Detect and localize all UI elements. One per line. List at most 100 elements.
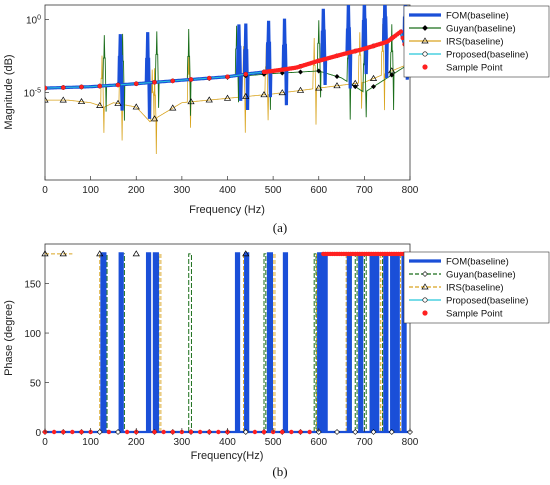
irs-marker bbox=[369, 74, 378, 81]
phase-jump-fom-baseline- bbox=[145, 252, 152, 432]
x-tick-label-a: 200 bbox=[128, 185, 145, 196]
y-axis-label-b: Phase (degree) bbox=[3, 300, 15, 376]
x-tick-label-b: 700 bbox=[356, 437, 373, 448]
guyan-marker-b bbox=[370, 429, 377, 435]
guyan-marker-b bbox=[334, 429, 340, 435]
legend-label: Proposed(baseline) bbox=[446, 296, 528, 307]
legend-label: FOM(baseline) bbox=[446, 257, 509, 268]
sample-point bbox=[61, 85, 66, 90]
irs-marker bbox=[169, 104, 177, 111]
sample-point-b bbox=[207, 429, 212, 435]
phase-jump-fom-baseline- bbox=[152, 252, 159, 432]
guyan-marker-b bbox=[115, 429, 121, 435]
x-tick-label-a: 100 bbox=[82, 185, 99, 196]
irs-marker-b bbox=[41, 250, 49, 257]
guyan-marker-b bbox=[242, 429, 249, 435]
irs-marker-b bbox=[96, 250, 104, 257]
legend-marker-proposed bbox=[422, 297, 428, 303]
sample-point-b bbox=[124, 429, 130, 435]
sample-point bbox=[243, 71, 248, 77]
x-tick-label-b: 100 bbox=[82, 437, 99, 448]
legend-b: FOM(baseline) Guyan(baseline) IRS(baseline… bbox=[403, 251, 550, 324]
guyan-marker bbox=[334, 74, 340, 80]
x-tick-label-b: 500 bbox=[265, 437, 282, 448]
x-axis-label-b: Frequency(Hz) bbox=[191, 450, 264, 462]
sample-point-b bbox=[289, 429, 294, 435]
sample-point-b bbox=[252, 429, 258, 435]
legend-marker-irs bbox=[421, 283, 429, 290]
chart-b: 0 100 200 300 400 500 600 700 800 0 50 100 150 Frequ… bbox=[3, 243, 550, 479]
sample-point bbox=[398, 29, 404, 34]
x-tick-label-b: 300 bbox=[174, 437, 191, 448]
legend-marker-proposed bbox=[422, 51, 428, 57]
phase-jump-fom-baseline- bbox=[390, 252, 397, 432]
sample-point-b bbox=[261, 429, 267, 435]
legend-marker-guyan bbox=[422, 271, 428, 277]
sample-point-b bbox=[280, 429, 285, 435]
sample-point-b bbox=[152, 429, 157, 435]
x-tick-label-b: 200 bbox=[128, 437, 145, 448]
guyan-marker bbox=[298, 69, 303, 75]
irs-marker bbox=[205, 96, 213, 103]
sample-point-b bbox=[51, 429, 57, 435]
legend-label: Guyan(baseline) bbox=[446, 24, 516, 35]
legend-a: FOM(baseline) Guyan(baseline) IRS(baseline… bbox=[403, 5, 550, 78]
phase-jump-fom-baseline- bbox=[118, 252, 124, 432]
legend-marker-irs bbox=[421, 37, 429, 44]
sample-point bbox=[152, 80, 157, 85]
irs-marker bbox=[45, 96, 49, 103]
legend-label: Sample Point bbox=[446, 309, 503, 320]
guyan-marker-b bbox=[352, 429, 359, 435]
plot-area-a bbox=[44, 4, 411, 181]
irs-marker bbox=[59, 96, 67, 103]
irs-marker-b bbox=[242, 250, 250, 257]
caption-a: (a) bbox=[273, 220, 287, 235]
irs-marker bbox=[242, 92, 250, 99]
y-tick-label-b: 0 bbox=[35, 428, 41, 439]
phase-jump-fom-baseline- bbox=[394, 252, 400, 432]
ticks-b: 0 100 200 300 400 500 600 700 800 0 50 100 150 bbox=[24, 280, 418, 448]
sample-point bbox=[170, 78, 175, 84]
guyan-marker-b bbox=[388, 429, 395, 435]
phase-jump-fom-baseline- bbox=[369, 252, 376, 432]
legend-label: Sample Point bbox=[446, 63, 503, 74]
x-tick-label-b: 400 bbox=[219, 437, 236, 448]
sample-point bbox=[207, 75, 212, 81]
legend-marker-guyan bbox=[422, 25, 428, 31]
phase-jump-guyan-baseline- bbox=[313, 253, 317, 432]
phase-jump-fom-baseline- bbox=[346, 252, 352, 432]
caption-b: (b) bbox=[272, 464, 287, 479]
irs-marker-b bbox=[59, 250, 67, 257]
traces-b bbox=[41, 250, 413, 435]
irs-marker bbox=[260, 91, 268, 98]
guyan-marker-b bbox=[96, 429, 103, 435]
x-tick-label-b: 0 bbox=[42, 437, 48, 448]
irs-marker bbox=[296, 86, 305, 93]
irs-marker bbox=[333, 82, 341, 89]
phase-jump-fom-baseline- bbox=[282, 252, 289, 432]
x-tick-label-a: 0 bbox=[42, 185, 48, 196]
sample-point-b bbox=[170, 429, 175, 435]
sample-point bbox=[79, 84, 84, 90]
x-tick-label-b: 600 bbox=[310, 437, 327, 448]
x-axis-label-a: Frequency (Hz) bbox=[189, 204, 265, 216]
sample-point-b bbox=[79, 429, 84, 435]
sample-point-b bbox=[161, 429, 166, 435]
phase-jump-fom-baseline- bbox=[234, 252, 241, 432]
x-tick-label-a: 400 bbox=[219, 185, 236, 196]
phase-jump-fom-baseline- bbox=[100, 252, 107, 432]
phase-jump-fom-baseline- bbox=[266, 252, 273, 432]
irs-marker bbox=[278, 89, 286, 96]
phase-jump-fom-baseline- bbox=[374, 252, 380, 432]
x-tick-label-a: 300 bbox=[174, 185, 191, 196]
sample-point bbox=[188, 77, 194, 82]
y-tick-label-a: 100 bbox=[26, 15, 41, 27]
sample-point bbox=[97, 83, 102, 89]
x-tick-label-a: 500 bbox=[265, 185, 282, 196]
sample-point bbox=[115, 82, 121, 88]
x-tick-label-a: 700 bbox=[356, 185, 373, 196]
phase-jump-fom-baseline- bbox=[244, 252, 250, 432]
x-tick-label-b: 800 bbox=[402, 437, 419, 448]
